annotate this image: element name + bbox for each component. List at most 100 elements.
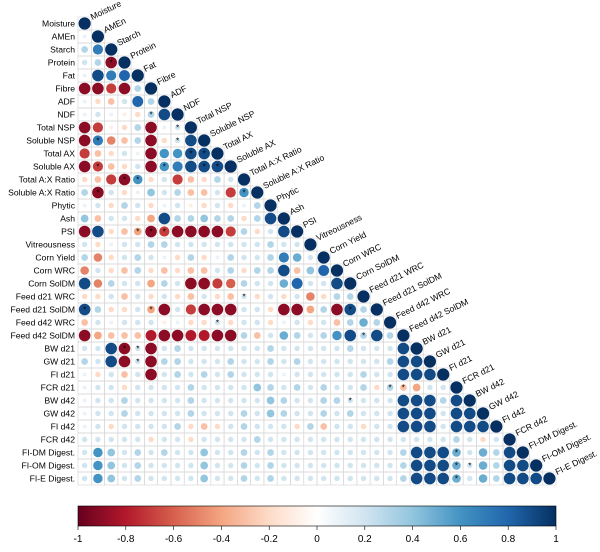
- corr-cell-feed-d42-soldm-x-soluble-nsp: [198, 330, 210, 341]
- corr-cell-gw-d21-x-psi: [293, 358, 301, 365]
- corr-cell-fi-e-digest-x-ash: [281, 475, 287, 482]
- corr-cell-fi-e-digest-x-total-ax: [214, 475, 221, 482]
- corr-cell-feed-d21-wrc-x-total-nsp: [187, 293, 195, 300]
- corr-cell-adf-x-amen: [95, 98, 101, 105]
- corr-cell-fcr-d42-x-corn-wrc: [334, 436, 340, 443]
- corr-cell-feed-d42-soldm-x-soluble-a-x-ratio: [253, 332, 261, 339]
- corr-cell-fcr-d21-x-feed-d42-wrc: [386, 384, 394, 391]
- corr-cell-fcr-d21-x-protein: [121, 384, 128, 391]
- corr-cell-fi-e-digest-x-corn-wrc: [334, 475, 340, 482]
- corr-cell-feed-d21-wrc-x-ash: [281, 293, 287, 300]
- corr-cell-fi-om-digest-x-fcr-d42: [503, 459, 516, 472]
- row-label-fi-om-digest: FI-OM Digest.: [22, 461, 75, 471]
- corr-cell-fi-d42-x-vitreousness: [307, 423, 314, 430]
- corr-cell-feed-d42-wrc-x-soluble-ax: [227, 319, 234, 326]
- corr-cell-fi-d42-x-adf: [161, 423, 168, 430]
- corr-cell-fi-d21-x-corn-yield: [320, 371, 327, 378]
- corr-cell-total-a-x-ratio-x-total-a-x-ratio: [237, 173, 251, 186]
- corr-cell-corn-soldm-x-total-nsp: [185, 277, 197, 290]
- corr-cell-fcr-d21-x-ndf: [174, 384, 181, 391]
- corr-cell-fi-e-digest-x-bw-d21: [410, 472, 423, 485]
- significance-marker: *: [163, 163, 166, 172]
- corr-cell-bw-d21-x-psi: [294, 345, 300, 352]
- corr-cell-fcr-d21-x-phytic: [267, 384, 274, 391]
- corr-cell-psi-x-moisture: [78, 225, 91, 238]
- corr-cell-bw-d42-x-corn-soldm: [347, 397, 353, 404]
- corr-cell-feed-d42-soldm-x-protein: [121, 332, 128, 339]
- corr-cell-gw-d42-x-ndf: [174, 410, 181, 417]
- corr-cell-fi-e-digest-x-corn-yield: [320, 475, 327, 482]
- significance-marker: *: [216, 163, 219, 172]
- corr-cell-fi-e-digest-x-fat: [134, 475, 142, 482]
- corr-cell-fcr-d42-x-fcr-d21: [453, 436, 460, 443]
- corr-cell-bw-d42-x-protein: [121, 397, 128, 404]
- corr-cell-feed-d42-wrc-x-feed-d21-wrc: [359, 318, 368, 327]
- corr-cell-feed-d21-wrc-x-ndf: [174, 293, 181, 300]
- corr-cell-gw-d21-x-phytic: [267, 358, 274, 365]
- corr-cell-fcr-d42-x-bw-d21: [413, 436, 420, 443]
- corr-cell-fat-x-protein: [119, 70, 130, 81]
- corr-cell-feed-d21-soldm-x-total-a-x-ratio: [241, 306, 247, 313]
- colorbar-tick-label: 0.8: [501, 534, 515, 545]
- corr-cell-fi-e-digest-x-fcr-d21: [452, 474, 461, 483]
- colorbar-tick-label: 0.2: [358, 534, 372, 545]
- corr-cell-gw-d21-x-ndf: [174, 358, 181, 365]
- corr-cell-phytic-x-amen: [95, 202, 101, 209]
- corr-cell-soluble-nsp-x-adf: [161, 137, 168, 144]
- corr-cell-corn-soldm-x-phytic: [267, 280, 274, 287]
- corr-cell-feed-d42-wrc-x-soluble-nsp: [201, 319, 207, 326]
- corr-cell-total-a-x-ratio-x-soluble-nsp: [201, 176, 207, 183]
- corr-cell-ash-x-soluble-ax: [227, 215, 235, 222]
- colorbar-tick-label: 1: [553, 534, 559, 545]
- corr-cell-feed-d42-wrc-x-fat: [135, 319, 141, 326]
- corr-cell-total-nsp-x-ndf: [174, 124, 181, 131]
- corr-cell-fi-d42-x-fibre: [148, 423, 154, 430]
- corr-cell-soluble-a-x-ratio-x-total-a-x-ratio: [239, 187, 249, 198]
- corr-cell-fi-om-digest-x-total-nsp: [188, 462, 194, 469]
- corr-cell-fi-e-digest-x-fi-dm-digest: [517, 472, 529, 485]
- corr-cell-corn-yield-x-psi: [292, 253, 302, 262]
- corr-cell-fi-e-digest-x-feed-d21-wrc: [360, 475, 367, 482]
- row-label-fi-dm-digest: FI-DM Digest.: [22, 448, 75, 458]
- corr-cell-feed-d42-wrc-x-total-nsp: [188, 319, 194, 326]
- corr-cell-total-a-x-ratio-x-fibre: [148, 176, 154, 183]
- corr-cell-fibre-x-starch: [106, 83, 117, 94]
- corr-cell-gw-d42-x-gw-d21: [424, 407, 436, 420]
- corr-cell-fcr-d21-x-total-ax: [214, 384, 221, 391]
- significance-marker: *: [123, 176, 126, 185]
- corr-cell-feed-d21-soldm-x-soluble-ax: [224, 303, 237, 316]
- corr-cell-feed-d21-soldm-x-vitreousness: [306, 305, 315, 314]
- corr-cell-vitreousness-x-ndf: [174, 241, 181, 248]
- corr-cell-bw-d21-x-corn-yield: [320, 345, 327, 352]
- corr-cell-ndf-x-moisture: [82, 112, 87, 117]
- corr-cell-corn-yield-x-starch: [108, 254, 114, 261]
- corr-cell-fi-dm-digest-x-feed-d21-wrc: [360, 449, 367, 456]
- corr-cell-fi-om-digest-x-soluble-nsp: [200, 461, 209, 470]
- corr-cell-total-ax-x-adf: [159, 148, 170, 159]
- corr-cell-fcr-d21-x-total-nsp: [187, 384, 195, 391]
- corr-cell-fi-om-digest-x-corn-yield: [320, 462, 327, 469]
- corr-cell-fi-om-digest-x-feed-d42-wrc: [387, 462, 393, 469]
- corr-cell-corn-yield-x-adf: [162, 255, 167, 260]
- corr-cell-total-nsp-x-starch: [109, 125, 114, 130]
- corr-cell-gw-d42-x-moisture: [82, 411, 87, 416]
- corr-cell-soluble-a-x-ratio-x-fibre: [147, 188, 155, 197]
- corr-cell-fi-om-digest-x-adf: [161, 462, 168, 469]
- corr-cell-total-nsp-x-moisture: [78, 121, 91, 134]
- corr-cell-bw-d42-x-total-nsp: [187, 397, 195, 404]
- corr-cell-adf-x-fibre: [147, 98, 155, 105]
- corr-cell-gw-d21-x-adf: [160, 358, 168, 365]
- corr-cell-soluble-a-x-ratio-x-moisture: [81, 189, 88, 196]
- corr-cell-phytic-x-total-nsp: [188, 203, 193, 208]
- corr-cell-fi-om-digest-x-fi-dm-digest: [517, 459, 529, 472]
- corr-cell-feed-d42-soldm-x-corn-soldm: [344, 329, 357, 342]
- corr-cell-ash-x-soluble-nsp: [200, 214, 209, 223]
- col-label-fi-d21: FI d21: [447, 353, 473, 373]
- corr-cell-fi-e-digest-x-ndf: [174, 475, 181, 482]
- corr-cell-soluble-a-x-ratio-x-protein: [121, 189, 128, 196]
- row-label-ash: Ash: [60, 214, 75, 224]
- corr-cell-total-a-x-ratio-x-ndf: [172, 174, 183, 185]
- corr-cell-corn-soldm-x-psi: [291, 278, 303, 289]
- corr-cell-fi-om-digest-x-total-ax: [214, 462, 221, 469]
- corr-cell-fi-d42-x-corn-yield: [320, 423, 328, 430]
